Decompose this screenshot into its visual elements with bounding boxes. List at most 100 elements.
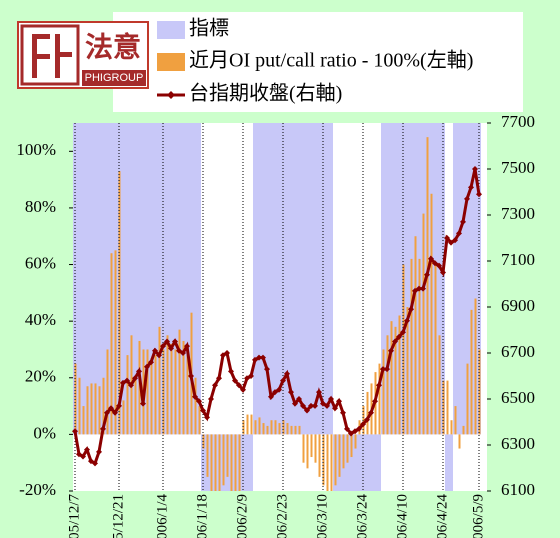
indicator-bar bbox=[349, 434, 353, 491]
y2-tick-label: 6700 bbox=[501, 342, 535, 361]
indicator-bar bbox=[269, 123, 273, 435]
price-marker bbox=[280, 377, 286, 384]
ratio-bar bbox=[138, 340, 141, 435]
ratio-bar bbox=[294, 425, 297, 435]
price-marker bbox=[368, 409, 374, 416]
price-marker bbox=[84, 446, 90, 453]
indicator-bar bbox=[121, 123, 125, 435]
price-marker bbox=[284, 370, 290, 377]
y2-tick-label: 6300 bbox=[501, 434, 535, 453]
price-marker bbox=[324, 402, 330, 409]
x-tick-label: 2005/12/21 bbox=[110, 494, 126, 538]
indicator-bar bbox=[261, 123, 265, 435]
ratio-bar bbox=[158, 326, 161, 435]
ratio-bar bbox=[110, 253, 113, 435]
ratio-bar bbox=[398, 315, 401, 435]
x-tick-label: 2006/3/10 bbox=[314, 494, 330, 538]
indicator-bar bbox=[129, 123, 133, 435]
y2-tick-label: 7500 bbox=[501, 158, 535, 177]
indicator-bar bbox=[317, 123, 321, 435]
price-marker bbox=[336, 398, 342, 405]
ratio-bar bbox=[406, 307, 409, 435]
indicator-bar bbox=[145, 123, 149, 435]
ratio-bar bbox=[410, 258, 413, 435]
price-marker bbox=[96, 448, 102, 455]
price-marker bbox=[236, 382, 242, 389]
indicator-bar bbox=[453, 123, 457, 435]
indicator-bar bbox=[461, 123, 465, 435]
indicator-bar bbox=[181, 123, 185, 435]
price-marker bbox=[468, 184, 474, 191]
ratio-bar bbox=[434, 264, 437, 435]
indicator-bar bbox=[373, 434, 377, 491]
ratio-bar bbox=[430, 193, 433, 435]
ratio-bar bbox=[102, 377, 105, 435]
price-marker bbox=[168, 345, 174, 352]
indicator-bar bbox=[161, 123, 165, 435]
ratio-bar bbox=[278, 423, 281, 435]
price-marker bbox=[376, 382, 382, 389]
ratio-bar bbox=[378, 363, 381, 435]
price-marker bbox=[172, 338, 178, 345]
price-marker bbox=[356, 425, 362, 432]
price-marker bbox=[132, 375, 138, 382]
price-marker bbox=[104, 409, 110, 416]
price-marker bbox=[176, 347, 182, 354]
price-marker bbox=[228, 368, 234, 375]
price-marker bbox=[432, 260, 438, 267]
ratio-bar bbox=[342, 434, 345, 469]
ratio-bar bbox=[350, 434, 353, 458]
legend-swatch bbox=[167, 91, 175, 99]
price-marker bbox=[196, 398, 202, 405]
indicator-bar bbox=[73, 123, 77, 435]
price-marker bbox=[268, 393, 274, 400]
price-marker bbox=[408, 306, 414, 313]
logo-name: 法意 bbox=[85, 30, 141, 63]
price-marker bbox=[204, 414, 210, 421]
ratio-bar bbox=[238, 434, 241, 491]
price-line bbox=[73, 168, 481, 466]
price-marker bbox=[264, 366, 270, 373]
price-marker bbox=[128, 382, 134, 389]
indicator-bar bbox=[81, 123, 85, 435]
indicator-bar bbox=[405, 123, 409, 435]
indicator-bar bbox=[397, 123, 401, 435]
indicator-bar bbox=[437, 123, 441, 435]
ratio-bar bbox=[186, 355, 189, 435]
price-marker bbox=[240, 386, 246, 393]
x-tick-label: 2006/1/4 bbox=[154, 494, 170, 538]
y-tick-label: 40% bbox=[25, 310, 56, 329]
price-marker bbox=[444, 235, 450, 241]
price-marker bbox=[400, 329, 406, 336]
price-marker bbox=[364, 416, 370, 423]
ratio-bar bbox=[458, 434, 461, 449]
price-marker bbox=[392, 338, 398, 345]
price-marker bbox=[372, 398, 378, 405]
price-marker bbox=[344, 425, 350, 432]
x-tick-label: 2006/4/24 bbox=[434, 494, 450, 538]
price-marker bbox=[424, 271, 430, 278]
ratio-bar bbox=[306, 434, 309, 469]
indicator-bar bbox=[469, 123, 473, 435]
ratio-bar bbox=[386, 335, 389, 435]
price-marker bbox=[76, 451, 82, 458]
price-marker bbox=[448, 239, 454, 246]
indicator-bar bbox=[189, 123, 193, 435]
price-marker bbox=[320, 400, 326, 407]
ratio-bar bbox=[414, 236, 417, 435]
x-tick-label: 2006/1/18 bbox=[194, 494, 210, 538]
price-marker bbox=[220, 352, 226, 359]
price-marker bbox=[244, 375, 250, 382]
indicator-bar bbox=[321, 123, 325, 435]
y-tick-label: 100% bbox=[16, 140, 56, 159]
ratio-bar bbox=[222, 434, 225, 486]
ratio-bar bbox=[354, 434, 357, 449]
indicator-bar bbox=[441, 123, 445, 435]
price-marker bbox=[248, 373, 254, 379]
price-marker bbox=[152, 347, 158, 354]
indicator-bar bbox=[377, 434, 381, 491]
ratio-bar bbox=[218, 434, 221, 491]
price-marker bbox=[292, 400, 298, 407]
legend-swatch bbox=[157, 21, 185, 39]
price-marker bbox=[120, 379, 126, 386]
